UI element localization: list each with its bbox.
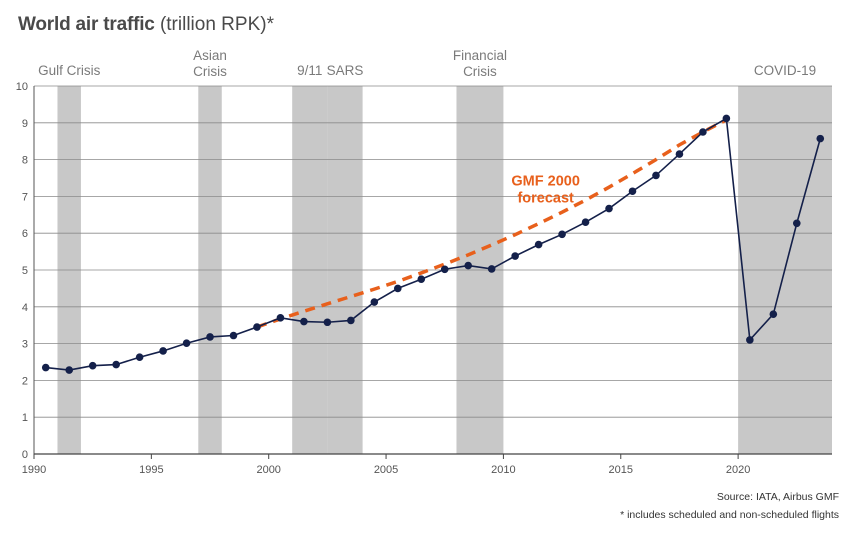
y-tick-label: 10 (16, 81, 28, 93)
data-point (558, 230, 566, 239)
data-point (652, 171, 660, 180)
data-point (487, 265, 496, 273)
chart-title-main: World air traffic (18, 14, 155, 35)
data-point (65, 366, 74, 374)
forecast-label: GMF 2000 forecast (511, 173, 580, 206)
data-point (605, 204, 613, 213)
x-tick-label: 2000 (256, 464, 280, 476)
y-tick-label: 0 (22, 449, 28, 461)
data-point (534, 240, 543, 249)
chart-title: World air traffic (trillion RPK)* (18, 14, 274, 36)
data-point (88, 361, 97, 370)
y-tick-label: 5 (22, 265, 28, 277)
y-tick-label: 3 (22, 339, 28, 351)
y-tick-label: 6 (22, 228, 28, 240)
x-tick-label: 2015 (609, 464, 633, 476)
data-point (581, 218, 590, 226)
y-tick-label: 1 (22, 412, 28, 424)
data-point (112, 360, 120, 369)
x-tick-label: 2010 (491, 464, 515, 476)
x-tick-label: 1995 (139, 464, 163, 476)
data-point (393, 284, 402, 293)
data-point (746, 336, 754, 344)
crisis-label: SARS (327, 63, 364, 78)
y-tick-label: 9 (22, 118, 28, 130)
x-tick-label: 2020 (726, 464, 750, 476)
crisis-label: Financial Crisis (453, 48, 507, 79)
data-point (41, 363, 50, 372)
data-point (347, 316, 355, 325)
data-point (276, 314, 285, 322)
data-point (253, 323, 261, 331)
y-tick-label: 7 (22, 191, 28, 203)
crisis-label: 9/11 (297, 63, 322, 78)
data-point (417, 275, 426, 284)
data-point (206, 333, 214, 341)
data-point (182, 339, 191, 348)
data-point (323, 318, 332, 327)
y-tick-label: 8 (22, 155, 28, 167)
actual-line (45, 117, 822, 371)
data-point (769, 310, 778, 318)
data-point (511, 252, 519, 260)
y-tick-label: 2 (22, 375, 28, 387)
data-point (300, 317, 308, 326)
data-point (159, 347, 167, 355)
footnote: * includes scheduled and non-scheduled f… (620, 509, 839, 521)
data-point (792, 219, 801, 228)
data-point (440, 265, 449, 274)
data-point (370, 298, 379, 306)
data-point (135, 353, 144, 362)
crisis-label: COVID-19 (754, 63, 816, 78)
data-point (229, 331, 238, 340)
data-point (816, 134, 825, 143)
data-point (675, 150, 684, 158)
chart-title-suffix: (trillion RPK)* (159, 14, 274, 35)
x-tick-label: 2005 (374, 464, 398, 476)
data-point (699, 128, 707, 136)
crisis-label: Asian Crisis (193, 48, 227, 79)
data-point (628, 187, 637, 196)
x-tick-label: 1990 (22, 464, 46, 476)
data-point (722, 114, 731, 123)
data-point (464, 261, 473, 270)
y-tick-label: 4 (22, 302, 28, 314)
source-note: Source: IATA, Airbus GMF (716, 491, 839, 503)
crisis-label: Gulf Crisis (38, 63, 101, 78)
